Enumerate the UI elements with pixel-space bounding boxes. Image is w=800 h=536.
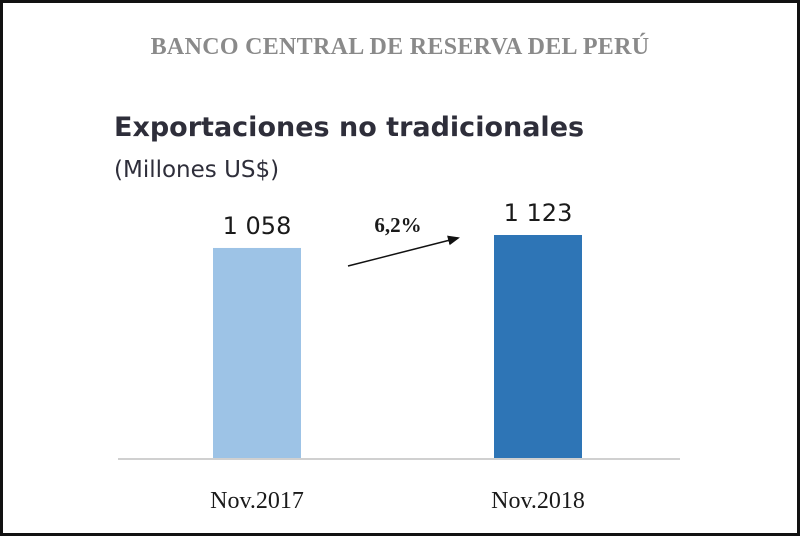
growth-arrow <box>347 235 460 267</box>
chart-subtitle: (Millones US$) <box>114 157 280 183</box>
data-label: 1 123 <box>504 199 573 227</box>
chart-title: Exportaciones no tradicionales <box>114 112 585 143</box>
growth-annotation: 6,2% <box>374 213 421 237</box>
x-tick-label: Nov.2017 <box>210 488 304 514</box>
data-label: 1 058 <box>223 212 292 240</box>
bar-nov-2018 <box>494 235 582 459</box>
institution-title: BANCO CENTRAL DE RESERVA DEL PERÚ <box>150 34 650 60</box>
bar-nov-2017 <box>213 247 301 459</box>
x-tick-label: Nov.2018 <box>491 488 585 514</box>
